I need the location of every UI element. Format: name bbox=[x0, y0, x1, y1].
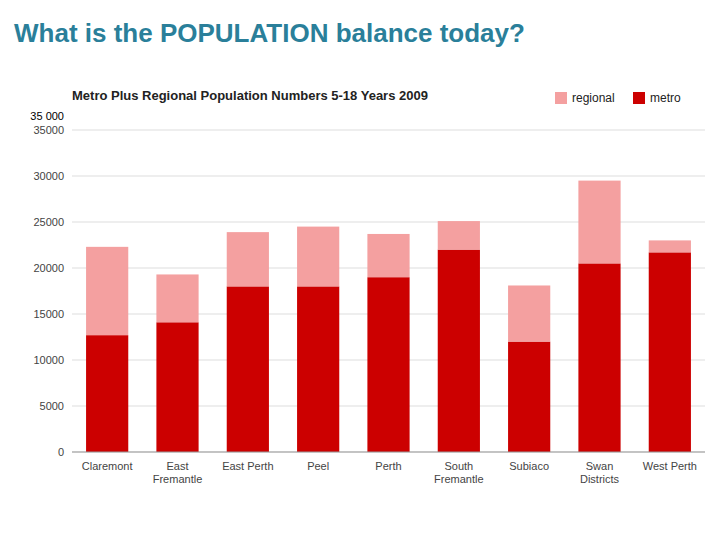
x-tick-label: Peel bbox=[307, 460, 329, 472]
grid bbox=[72, 130, 705, 452]
bar-segment bbox=[508, 342, 550, 452]
y-tick-label: 5000 bbox=[40, 400, 64, 412]
legend-swatch bbox=[633, 92, 645, 104]
x-tick-label: SwanDistricts bbox=[580, 460, 620, 485]
x-tick-label-line: Claremont bbox=[82, 460, 133, 472]
bar-segment bbox=[438, 221, 480, 250]
legend-swatch bbox=[555, 92, 567, 104]
x-tick-label-line: Perth bbox=[375, 460, 401, 472]
x-tick-label-line: South bbox=[444, 460, 473, 472]
x-tick-label-line: Districts bbox=[580, 473, 620, 485]
grid-line bbox=[72, 176, 705, 177]
x-tick-label: SouthFremantle bbox=[434, 460, 484, 485]
x-tick-label-line: East bbox=[166, 460, 188, 472]
x-axis-line bbox=[72, 452, 705, 453]
bar-segment bbox=[227, 286, 269, 452]
bar-segment bbox=[156, 274, 198, 322]
x-tick-label: Claremont bbox=[82, 460, 133, 472]
bar-segment bbox=[86, 247, 128, 335]
y-tick-label: 20000 bbox=[33, 262, 64, 274]
y-tick-label: 30000 bbox=[33, 170, 64, 182]
bar-segment bbox=[297, 227, 339, 287]
x-tick-label-line: Fremantle bbox=[434, 473, 484, 485]
grid-line bbox=[72, 452, 705, 453]
subtitle: Metro Plus Regional Population Numbers 5… bbox=[72, 88, 428, 103]
bar-segment bbox=[227, 232, 269, 286]
x-tick-label-line: Peel bbox=[307, 460, 329, 472]
bar-segment bbox=[649, 252, 691, 452]
y-tick-label: 10000 bbox=[33, 354, 64, 366]
x-tick-label: EastFremantle bbox=[153, 460, 203, 485]
legend-label: metro bbox=[650, 91, 681, 105]
legend-label: regional bbox=[572, 91, 615, 105]
bar-segment bbox=[508, 285, 550, 341]
y-tick-label: 25000 bbox=[33, 216, 64, 228]
bar-segment bbox=[367, 234, 409, 277]
legend: regional metro bbox=[555, 91, 681, 105]
x-tick-label: Subiaco bbox=[509, 460, 549, 472]
y-tick-label: 0 bbox=[58, 446, 64, 458]
annotation: 35 000 bbox=[30, 110, 64, 122]
chart-svg: What is the POPULATION balance today? Met… bbox=[0, 0, 720, 540]
x-tick-label: East Perth bbox=[222, 460, 273, 472]
title: What is the POPULATION balance today? bbox=[14, 18, 525, 48]
bar-segment bbox=[156, 322, 198, 452]
bars bbox=[86, 181, 691, 452]
bar-segment bbox=[86, 335, 128, 452]
y-tick-label: 35000 bbox=[33, 124, 64, 136]
bar-segment bbox=[578, 181, 620, 264]
bar-segment bbox=[578, 263, 620, 452]
x-tick-label-line: West Perth bbox=[643, 460, 697, 472]
bar-segment bbox=[367, 277, 409, 452]
x-tick-label-line: Subiaco bbox=[509, 460, 549, 472]
bar-segment bbox=[438, 250, 480, 452]
grid-line bbox=[72, 130, 705, 131]
y-tick-label: 15000 bbox=[33, 308, 64, 320]
x-tick-label-line: Swan bbox=[586, 460, 614, 472]
x-tick-label-line: Fremantle bbox=[153, 473, 203, 485]
bar-segment bbox=[649, 240, 691, 252]
bar-segment bbox=[297, 286, 339, 452]
x-tick-label: Perth bbox=[375, 460, 401, 472]
x-tick-label-line: East Perth bbox=[222, 460, 273, 472]
x-tick-label: West Perth bbox=[643, 460, 697, 472]
